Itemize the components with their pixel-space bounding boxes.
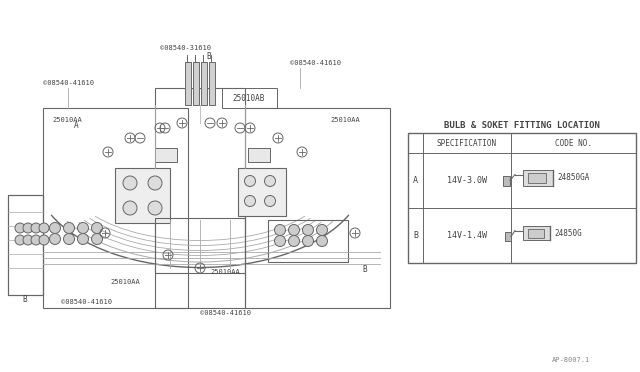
- Circle shape: [317, 235, 328, 247]
- Circle shape: [15, 223, 25, 233]
- Bar: [523, 225, 550, 240]
- Text: 24850G: 24850G: [554, 229, 582, 238]
- Circle shape: [31, 223, 41, 233]
- Circle shape: [15, 235, 25, 245]
- Text: 24850GA: 24850GA: [557, 173, 589, 182]
- Text: B: B: [363, 266, 367, 275]
- Bar: [209, 62, 215, 105]
- Bar: [238, 168, 286, 216]
- Circle shape: [92, 234, 102, 244]
- Circle shape: [148, 201, 162, 215]
- Text: CODE NO.: CODE NO.: [555, 138, 592, 148]
- Bar: [248, 148, 270, 162]
- Bar: [222, 88, 277, 108]
- Bar: [245, 108, 390, 308]
- Circle shape: [317, 224, 328, 235]
- Circle shape: [264, 176, 275, 186]
- Text: 25010AB: 25010AB: [233, 93, 265, 103]
- Bar: [155, 88, 245, 308]
- Circle shape: [77, 234, 88, 244]
- Circle shape: [275, 224, 285, 235]
- Text: 14V-3.0W: 14V-3.0W: [447, 176, 487, 185]
- Circle shape: [123, 176, 137, 190]
- Circle shape: [303, 235, 314, 247]
- Bar: [523, 170, 553, 186]
- Text: A: A: [413, 176, 418, 185]
- Bar: [503, 176, 510, 186]
- Text: ©08540-41610: ©08540-41610: [61, 299, 111, 305]
- Text: 25010AA: 25010AA: [210, 269, 240, 275]
- Text: ©08540-41610: ©08540-41610: [290, 60, 341, 66]
- Bar: [8, 195, 43, 295]
- Circle shape: [63, 222, 74, 234]
- Text: SPECIFICATION: SPECIFICATION: [437, 138, 497, 148]
- Circle shape: [244, 196, 255, 206]
- Text: 25010AA: 25010AA: [110, 279, 140, 285]
- Circle shape: [289, 235, 300, 247]
- Bar: [528, 173, 546, 183]
- Circle shape: [49, 222, 61, 234]
- Bar: [8, 195, 43, 295]
- Circle shape: [23, 235, 33, 245]
- Circle shape: [63, 234, 74, 244]
- Circle shape: [92, 222, 102, 234]
- Bar: [528, 228, 544, 237]
- Text: A: A: [74, 121, 78, 129]
- Circle shape: [244, 176, 255, 186]
- Text: 25010AA: 25010AA: [52, 117, 82, 123]
- Circle shape: [275, 235, 285, 247]
- Text: BULB & SOKET FITTING LOCATION: BULB & SOKET FITTING LOCATION: [444, 121, 600, 129]
- Circle shape: [289, 224, 300, 235]
- Bar: [408, 133, 636, 263]
- Bar: [155, 218, 245, 273]
- Circle shape: [264, 196, 275, 206]
- Bar: [408, 133, 636, 153]
- Text: B: B: [413, 231, 418, 240]
- Text: B: B: [22, 295, 28, 305]
- Bar: [193, 62, 199, 105]
- Circle shape: [23, 223, 33, 233]
- Text: ©08540-31610: ©08540-31610: [159, 45, 211, 51]
- Bar: [115, 168, 170, 223]
- Bar: [505, 231, 511, 241]
- Bar: [268, 220, 348, 262]
- Text: 25010AA: 25010AA: [330, 117, 360, 123]
- Circle shape: [39, 235, 49, 245]
- Text: B: B: [207, 51, 211, 61]
- Circle shape: [39, 223, 49, 233]
- Bar: [201, 62, 207, 105]
- Circle shape: [303, 224, 314, 235]
- Bar: [43, 108, 188, 308]
- Text: ©08540-41610: ©08540-41610: [42, 80, 93, 86]
- Text: ©08540-41610: ©08540-41610: [200, 310, 252, 316]
- Circle shape: [49, 234, 61, 244]
- Text: AP-8007.1: AP-8007.1: [552, 357, 590, 363]
- Bar: [185, 62, 191, 105]
- Circle shape: [148, 176, 162, 190]
- Circle shape: [123, 201, 137, 215]
- Bar: [155, 148, 177, 162]
- Text: 14V-1.4W: 14V-1.4W: [447, 231, 487, 240]
- Circle shape: [31, 235, 41, 245]
- Circle shape: [77, 222, 88, 234]
